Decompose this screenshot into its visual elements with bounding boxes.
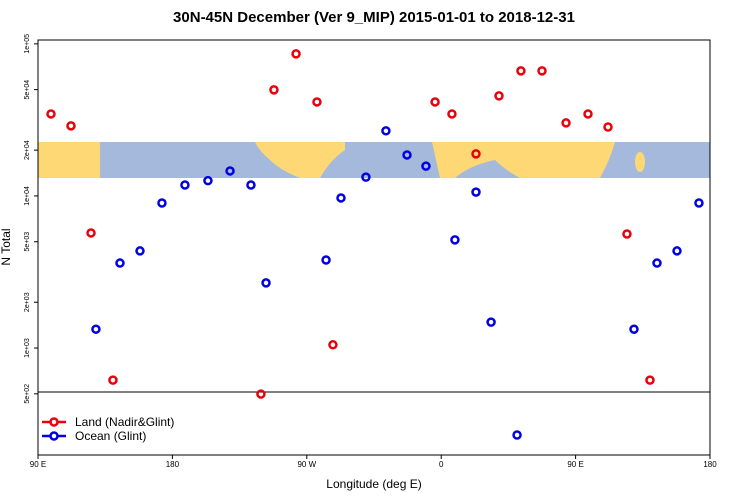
- point: [603, 122, 613, 132]
- point: [66, 121, 76, 131]
- y-axis-label: N Total: [0, 228, 13, 265]
- x-tick-label: 90 W: [297, 460, 316, 469]
- point: [486, 317, 496, 327]
- legend-label: Ocean (Glint): [75, 429, 146, 443]
- map-band: [38, 142, 710, 178]
- x-tick-label: 90 E: [567, 460, 583, 469]
- point: [494, 91, 504, 101]
- point: [447, 109, 457, 119]
- x-axis-label: Longitude (deg E): [326, 477, 421, 491]
- point: [321, 255, 331, 265]
- point: [672, 246, 682, 256]
- point: [86, 228, 96, 238]
- point: [336, 193, 346, 203]
- point: [450, 235, 460, 245]
- point: [361, 172, 371, 182]
- point: [328, 340, 338, 350]
- point: [583, 109, 593, 119]
- point: [246, 180, 256, 190]
- point: [291, 49, 301, 59]
- point: [225, 166, 235, 176]
- y-tick-label: 1e+03: [24, 338, 31, 358]
- point: [537, 66, 547, 76]
- legend-marker: [49, 431, 59, 441]
- x-tick-label: 180: [166, 460, 180, 469]
- point: [256, 389, 266, 399]
- point: [471, 187, 481, 197]
- y-tick-label: 5e+04: [24, 80, 31, 100]
- point: [645, 375, 655, 385]
- plot-frame: [37, 39, 711, 456]
- point: [381, 126, 391, 136]
- x-tick-label: 180: [703, 460, 717, 469]
- point: [694, 198, 704, 208]
- point: [203, 175, 213, 186]
- x-tick-label: 0: [439, 460, 444, 469]
- point: [629, 324, 639, 334]
- point: [471, 149, 481, 159]
- point: [135, 246, 145, 256]
- point: [115, 258, 125, 268]
- point: [108, 375, 118, 385]
- legend-label: Land (Nadir&Glint): [75, 415, 174, 429]
- x-tick-label: 90 E: [30, 460, 46, 469]
- point: [430, 97, 440, 107]
- point: [180, 180, 190, 190]
- y-tick-label: 2e+04: [24, 140, 31, 160]
- point: [561, 118, 571, 128]
- y-tick-label: 5e+03: [24, 232, 31, 252]
- point: [261, 278, 271, 288]
- y-tick-label: 5e+02: [24, 384, 31, 404]
- chart-title: 30N-45N December (Ver 9_MIP) 2015-01-01 …: [173, 9, 575, 26]
- point: [269, 85, 279, 95]
- point: [157, 198, 167, 208]
- y-tick-label: 2e+03: [24, 292, 31, 312]
- point: [516, 66, 526, 76]
- point: [402, 150, 412, 160]
- point: [421, 161, 431, 171]
- point: [46, 109, 56, 119]
- point: [622, 229, 632, 239]
- point: [512, 430, 522, 440]
- y-tick-label: 1e+05: [24, 34, 31, 54]
- point: [652, 258, 662, 268]
- y-tick-label: 1e+04: [24, 186, 31, 206]
- point: [91, 324, 101, 334]
- legend-marker: [49, 417, 59, 427]
- point: [312, 97, 322, 107]
